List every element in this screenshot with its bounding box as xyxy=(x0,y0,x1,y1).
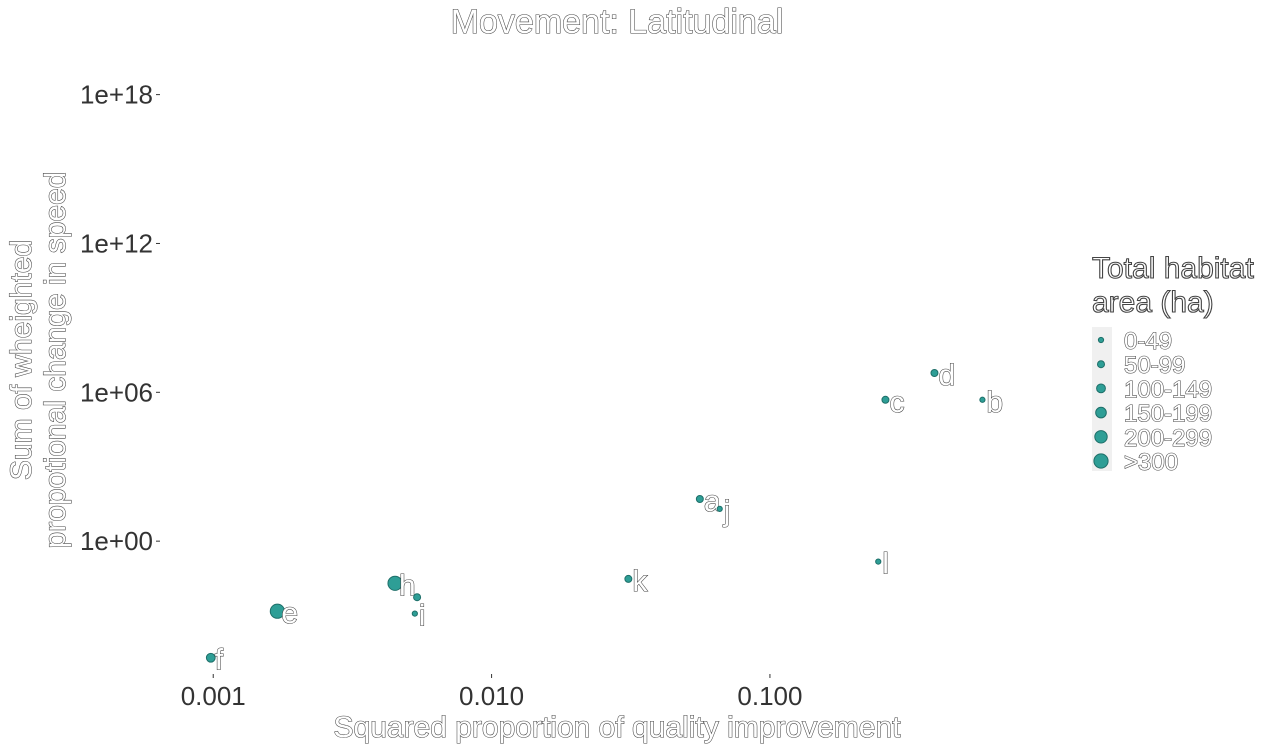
data-point xyxy=(269,603,285,619)
x-tick-label: 0.001 xyxy=(181,681,246,711)
legend-title: Total habitat area (ha) xyxy=(1091,251,1254,319)
data-point xyxy=(930,369,939,378)
point-label: l xyxy=(882,548,889,581)
legend-key xyxy=(1094,430,1108,444)
legend-key xyxy=(1093,453,1109,469)
legend-keys-background xyxy=(1092,327,1112,471)
point-label: f xyxy=(215,644,224,677)
point-label: e xyxy=(281,597,298,630)
data-point xyxy=(881,395,890,404)
data-points: a b c d e f hi j k l xyxy=(205,358,1004,677)
x-axis-title: Squared proportion of quality improvemen… xyxy=(334,711,902,744)
data-point xyxy=(716,505,723,512)
x-axis: 0.001 0.010 0.100 xyxy=(181,674,802,711)
y-axis-title: Sum of wheighted propotional change in s… xyxy=(4,171,72,549)
y-tick-label: 1e+18 xyxy=(80,80,153,110)
legend-label: 0-49 xyxy=(1124,328,1172,355)
data-point xyxy=(695,495,704,504)
point-label: j xyxy=(723,495,731,528)
legend-label: 50-99 xyxy=(1124,352,1185,379)
legend-label: 100-149 xyxy=(1124,376,1212,403)
y-axis-title-line-1: Sum of wheighted xyxy=(5,240,38,480)
x-tick-label: 0.010 xyxy=(459,681,524,711)
legend-key xyxy=(1095,406,1107,419)
y-tick-label: 1e+00 xyxy=(80,526,153,556)
data-point xyxy=(387,575,403,591)
x-tick-label: 0.100 xyxy=(737,681,802,711)
data-point xyxy=(875,558,882,565)
data-point xyxy=(205,652,216,663)
legend-key xyxy=(1097,336,1105,344)
data-point xyxy=(979,396,986,403)
point-label: i xyxy=(419,600,426,633)
y-axis: 1e+00 1e+06 1e+12 1e+18 xyxy=(80,80,160,556)
legend-label: 150-199 xyxy=(1124,401,1212,428)
legend-label: >300 xyxy=(1124,449,1178,476)
data-point xyxy=(624,574,633,583)
y-tick-label: 1e+12 xyxy=(80,228,153,258)
point-label: k xyxy=(632,565,648,598)
point-label: a xyxy=(704,485,721,518)
legend-key xyxy=(1097,360,1105,369)
point-label: b xyxy=(986,386,1003,419)
point-label: c xyxy=(889,386,904,419)
data-point xyxy=(413,593,422,602)
point-label: h xyxy=(399,569,416,602)
y-tick-label: 1e+06 xyxy=(80,377,153,407)
chart-title: Movement: Latitudinal xyxy=(451,3,784,41)
y-axis-title-line-2: propotional change in speed xyxy=(39,172,72,549)
legend-label: 200-299 xyxy=(1124,425,1212,452)
point-label: d xyxy=(938,359,955,392)
legend-key xyxy=(1096,383,1106,394)
data-point xyxy=(411,610,418,617)
